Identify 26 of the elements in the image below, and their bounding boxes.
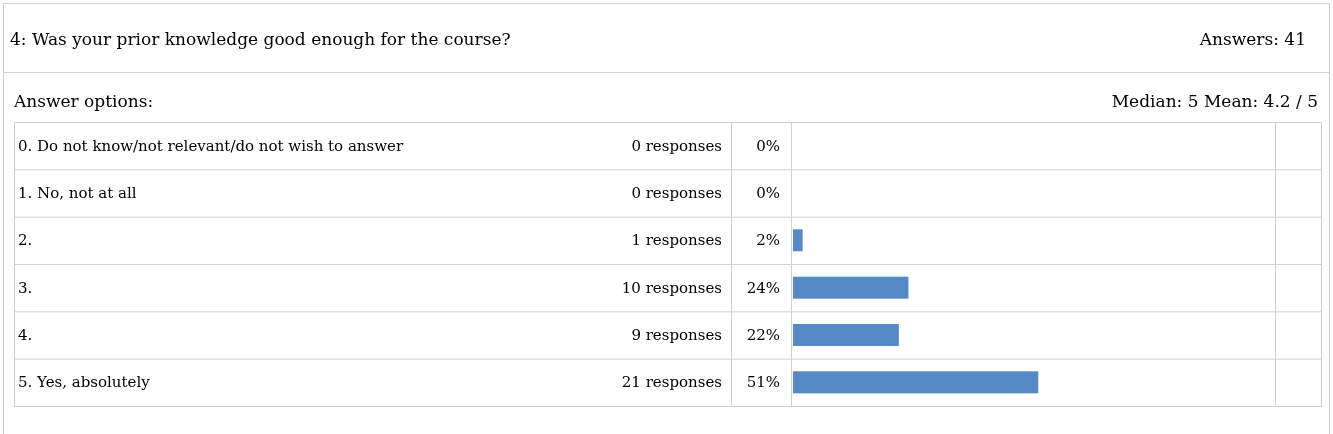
text: Answers: 41: [1198, 29, 1306, 49]
data-label: 0%: [756, 184, 780, 202]
y-tick-label: 3.: [18, 278, 33, 297]
data-label: 24%: [746, 278, 780, 297]
y-tick-label: 4.: [18, 326, 33, 344]
data-label: 51%: [746, 373, 780, 392]
text: 0 responses: [631, 136, 722, 155]
bar: [793, 276, 909, 299]
y-tick-label: 2.: [18, 231, 33, 250]
bar: [793, 371, 1039, 394]
text: 10 responses: [621, 278, 722, 297]
y-tick-label: 1. No, not at all: [18, 184, 137, 202]
text: 1 responses: [631, 231, 722, 250]
data-label: 22%: [746, 326, 780, 344]
text: Answer options:: [13, 91, 154, 111]
bar: [793, 229, 803, 252]
data-label: 2%: [756, 231, 780, 250]
data-label: 0%: [756, 136, 780, 155]
text: 0 responses: [631, 184, 722, 202]
y-tick-label: 0. Do not know/not relevant/do not wish to answer: [18, 136, 404, 155]
text: Median: 5 Mean: 4.2 / 5: [1111, 91, 1318, 111]
text: 9 responses: [631, 326, 722, 344]
text: 21 responses: [621, 373, 722, 392]
text: 4: Was your prior knowledge good enough for the course?: [10, 29, 511, 49]
bar: [793, 324, 899, 346]
y-tick-label: 5. Yes, absolutely: [18, 373, 151, 392]
